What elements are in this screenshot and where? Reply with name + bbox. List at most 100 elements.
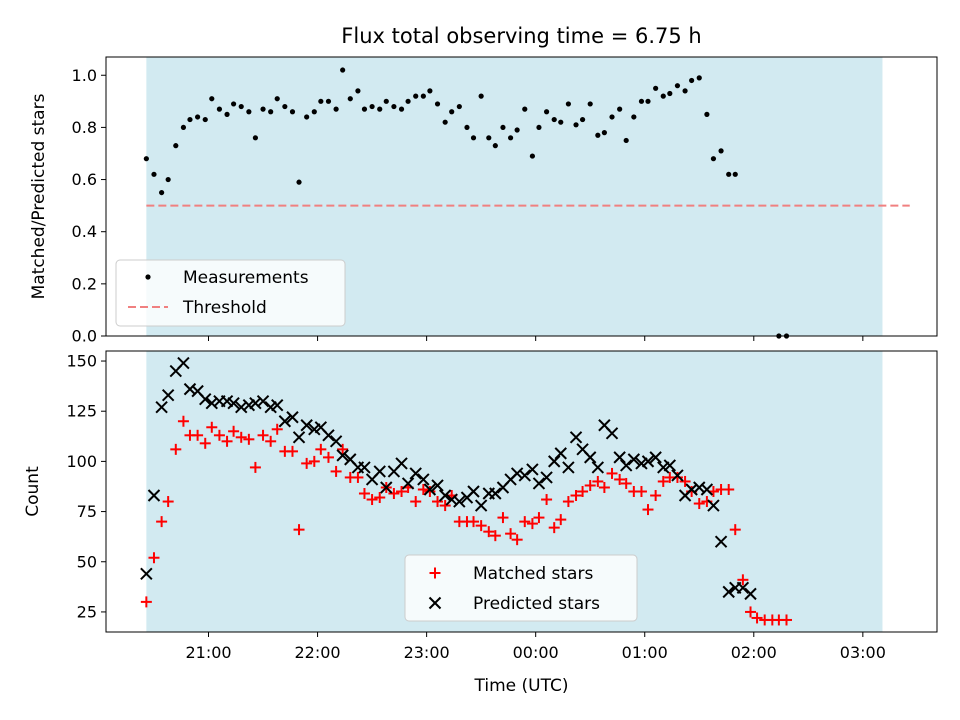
predicted-star-point: [329, 435, 343, 448]
matched-star-point: [249, 461, 261, 473]
measurement-point: [383, 98, 389, 104]
measurement-point: [704, 111, 710, 117]
matched-star-point: [620, 477, 632, 489]
measurement-point: [500, 124, 506, 131]
matched-star-point: [577, 486, 589, 497]
predicted-star-point: [322, 429, 335, 442]
predicted-star-point: [409, 467, 422, 480]
matched-star-point: [635, 486, 647, 497]
matched-star-point: [737, 574, 749, 586]
measurement-point: [224, 111, 230, 117]
x-axis-label: Time (UTC): [474, 676, 569, 696]
predicted-star-point: [591, 461, 605, 474]
y-tick-label: 25: [77, 602, 97, 621]
predicted-star-point: [693, 481, 706, 494]
measurement-point: [230, 101, 237, 107]
y-tick-label: 1.0: [72, 66, 97, 85]
predicted-star-point: [736, 581, 750, 595]
measurement-point: [689, 77, 695, 84]
legend-x-marker: [428, 596, 442, 610]
x-tick-label: 03:00: [840, 643, 886, 662]
predicted-star-point: [438, 489, 452, 502]
measurement-points: [143, 67, 790, 339]
measurement-point: [311, 109, 317, 115]
legend-predicted-marker: [428, 596, 442, 610]
predicted-star-point: [292, 431, 306, 444]
predicted-star-point: [256, 394, 270, 408]
predicted-star-point: [401, 477, 415, 490]
measurement-point: [601, 130, 607, 136]
measurement-point: [529, 153, 536, 159]
matched-star-point: [598, 481, 610, 493]
matched-star-point: [729, 524, 741, 536]
matched-star-point: [192, 429, 204, 441]
predicted-star-point: [605, 427, 619, 440]
matched-star-point: [562, 496, 574, 508]
measurement-point: [623, 137, 629, 144]
measurement-point: [413, 93, 419, 99]
matched-star-point: [505, 528, 517, 540]
predicted-star-point: [417, 473, 430, 486]
y-tick-label: 50: [77, 552, 97, 571]
predicted-star-point: [431, 479, 444, 492]
matched-star-point: [723, 483, 735, 495]
predicted-star-point: [271, 398, 284, 412]
bottom-panel: 25 50 75 100 125 150 21:00 22:00 23:00 00:00 01:0…: [23, 350, 938, 696]
predicted-star-point: [161, 388, 175, 402]
measurement-point: [165, 176, 171, 183]
predicted-star-point: [235, 400, 248, 414]
measurement-point: [304, 114, 310, 120]
measurement-point: [209, 96, 215, 102]
predicted-star-point: [526, 463, 539, 476]
matched-star-point: [352, 471, 364, 483]
measurement-point: [492, 143, 498, 149]
measurement-point: [653, 85, 659, 91]
matched-star-point: [475, 520, 487, 532]
predicted-star-point: [619, 459, 633, 472]
matched-star-point: [555, 514, 567, 526]
measurement-point: [726, 171, 732, 177]
measurement-point: [682, 88, 688, 94]
measurement-point: [478, 93, 484, 99]
predicted-star-point: [518, 469, 531, 482]
predicted-star-point: [205, 396, 218, 410]
measurement-point: [195, 114, 201, 120]
predicted-star-point: [199, 392, 212, 406]
predicted-star-point: [155, 400, 168, 414]
x-tick-label: 00:00: [513, 643, 559, 662]
y-tick-label: 0.2: [72, 274, 97, 293]
y-tick-label: 0.0: [72, 327, 97, 346]
measurement-point: [565, 101, 571, 107]
matched-star-point: [570, 490, 582, 502]
x-tick-label: 01:00: [622, 643, 668, 662]
measurement-point: [456, 103, 462, 110]
matched-star-point: [221, 435, 233, 447]
measurement-point: [289, 109, 296, 115]
measurement-point: [427, 88, 433, 94]
measurement-point: [667, 90, 673, 97]
legend-measurement-marker: [145, 274, 151, 280]
top-panel: 0.0 0.2 0.4 0.6 0.8 1.0 Flux total observing …: [29, 24, 938, 346]
measurement-point: [732, 171, 738, 177]
y-tick-label: 150: [66, 352, 97, 371]
predicted-star-point: [583, 451, 597, 464]
measurement-point: [318, 98, 324, 104]
y-tick-label: 100: [66, 452, 97, 471]
predicted-star-point: [140, 567, 153, 580]
matched-star-point: [511, 534, 523, 546]
measurement-point: [587, 101, 593, 107]
matched-star-point: [293, 524, 305, 536]
y-tick-label: 125: [66, 402, 97, 421]
measurement-point: [579, 116, 586, 123]
predicted-star-point: [510, 467, 524, 480]
measurement-point: [202, 116, 208, 123]
legend-matched-marker: [429, 567, 441, 579]
predicted-star-point: [183, 382, 197, 396]
measurement-point: [180, 124, 187, 131]
matched-star-point: [148, 552, 160, 564]
chart-title: Flux total observing time = 6.75 h: [341, 24, 701, 48]
measurement-point: [522, 106, 528, 112]
predicted-star-point: [474, 499, 488, 512]
y-tick-label: 0.8: [72, 118, 97, 137]
measurement-point: [543, 109, 550, 115]
